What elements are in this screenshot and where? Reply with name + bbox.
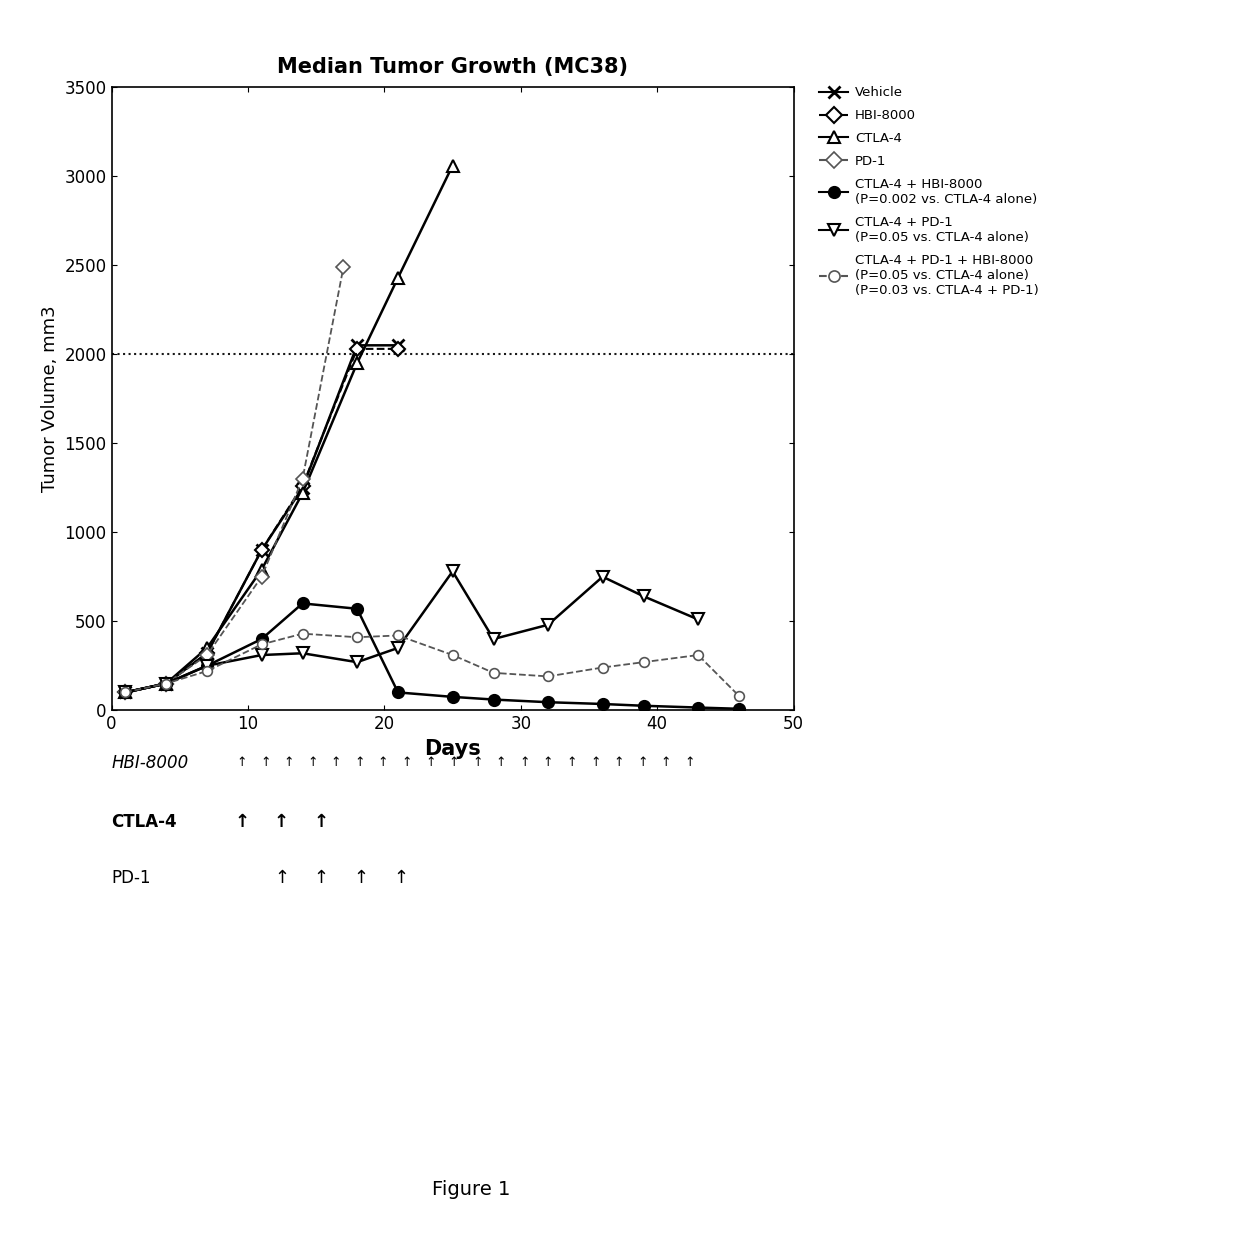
Text: ↑: ↑: [274, 870, 289, 887]
Text: ↑: ↑: [472, 756, 482, 769]
Text: ↑: ↑: [590, 756, 600, 769]
Text: ↑: ↑: [260, 756, 270, 769]
Title: Median Tumor Growth (MC38): Median Tumor Growth (MC38): [277, 57, 629, 77]
Y-axis label: Tumor Volume, mm3: Tumor Volume, mm3: [41, 305, 60, 492]
Legend: Vehicle, HBI-8000, CTLA-4, PD-1, CTLA-4 + HBI-8000
(P=0.002 vs. CTLA-4 alone), C: Vehicle, HBI-8000, CTLA-4, PD-1, CTLA-4 …: [815, 81, 1044, 302]
Text: ↑: ↑: [353, 870, 368, 887]
Text: HBI-8000: HBI-8000: [112, 754, 188, 771]
Text: ↑: ↑: [314, 870, 329, 887]
Text: ↑: ↑: [331, 756, 341, 769]
Text: ↑: ↑: [661, 756, 671, 769]
Text: ↑: ↑: [237, 756, 247, 769]
Text: ↑: ↑: [520, 756, 529, 769]
X-axis label: Days: Days: [424, 739, 481, 759]
Text: ↑: ↑: [567, 756, 577, 769]
Text: ↑: ↑: [543, 756, 553, 769]
Text: ↑: ↑: [449, 756, 459, 769]
Text: ↑: ↑: [308, 756, 317, 769]
Text: PD-1: PD-1: [112, 870, 151, 887]
Text: ↑: ↑: [496, 756, 506, 769]
Text: Figure 1: Figure 1: [432, 1180, 511, 1200]
Text: ↑: ↑: [425, 756, 435, 769]
Text: ↑: ↑: [234, 814, 249, 831]
Text: ↑: ↑: [274, 814, 289, 831]
Text: ↑: ↑: [378, 756, 388, 769]
Text: ↑: ↑: [314, 814, 329, 831]
Text: ↑: ↑: [637, 756, 647, 769]
Text: ↑: ↑: [355, 756, 365, 769]
Text: ↑: ↑: [684, 756, 694, 769]
Text: ↑: ↑: [393, 870, 408, 887]
Text: ↑: ↑: [614, 756, 624, 769]
Text: ↑: ↑: [402, 756, 412, 769]
Text: CTLA-4: CTLA-4: [112, 814, 177, 831]
Text: ↑: ↑: [284, 756, 294, 769]
